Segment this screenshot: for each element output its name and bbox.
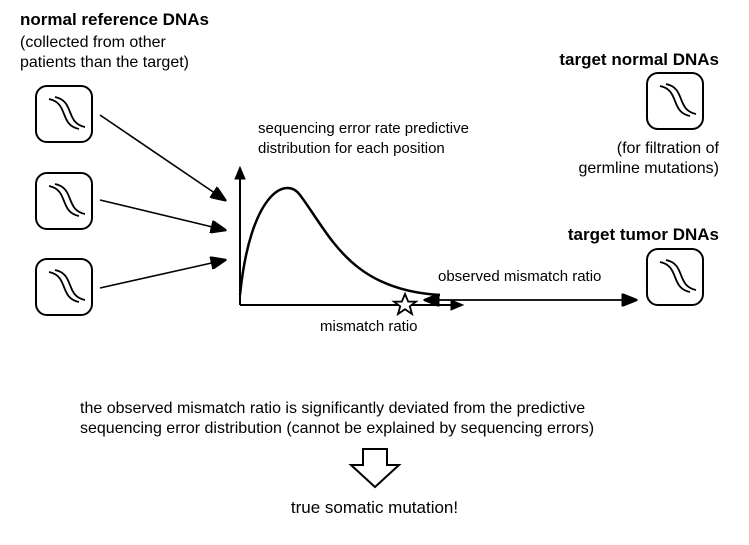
footer-line2: sequencing error distribution (cannot be… [80, 420, 594, 438]
conclusion-text: true somatic mutation! [0, 498, 749, 518]
conclusion-arrow-icon [345, 445, 405, 493]
footer-line1: the observed mismatch ratio is significa… [80, 400, 585, 418]
